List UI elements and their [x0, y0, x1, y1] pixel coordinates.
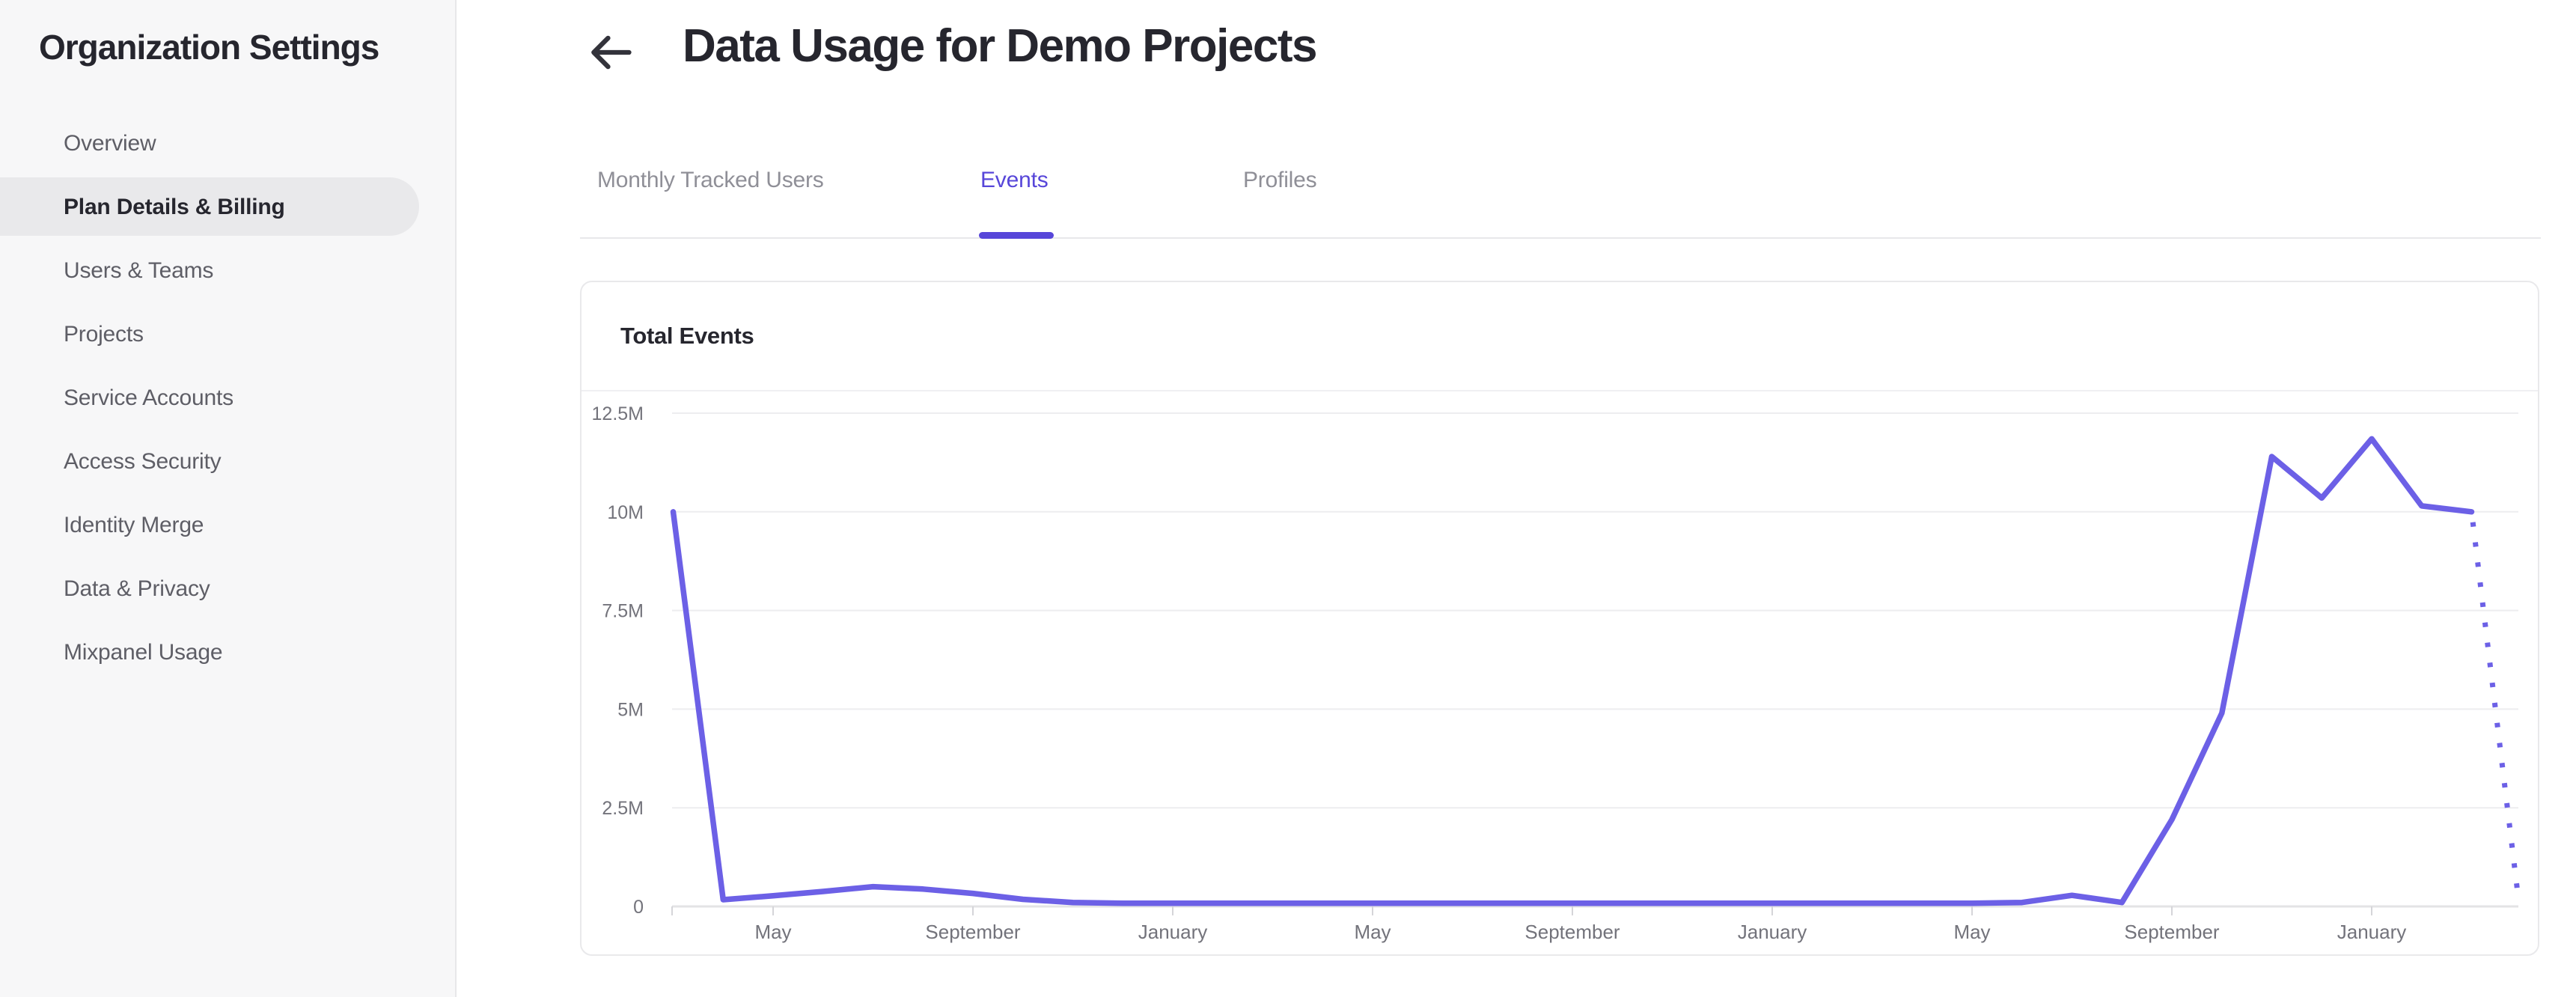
- active-tab-indicator: [979, 232, 1054, 239]
- sidebar-item-label: Identity Merge: [64, 512, 204, 537]
- tab-profiles[interactable]: Profiles: [1243, 168, 1317, 192]
- x-axis-label: September: [2124, 921, 2220, 943]
- x-axis-label: May: [754, 921, 791, 943]
- tab-monthly-tracked-users[interactable]: Monthly Tracked Users: [597, 168, 824, 192]
- y-axis-label: 2.5M: [602, 798, 644, 819]
- sidebar-item-label: Mixpanel Usage: [64, 639, 223, 665]
- arrow-left-icon: [587, 31, 633, 76]
- sidebar-item-projects[interactable]: Projects: [0, 302, 457, 366]
- chart-area: 0 2.5M 5M 7.5M 10M 12.5M May September January Ma…: [582, 391, 2538, 954]
- sidebar-title: Organization Settings: [39, 28, 379, 67]
- sidebar-item-users-and-teams[interactable]: Users & Teams: [0, 239, 457, 302]
- active-item-pill: [0, 177, 419, 236]
- total-events-card: Total Events 0 2.5M 5M 7.5M 10M 12.5M May Septe…: [580, 281, 2539, 956]
- y-axis-label: 12.5M: [592, 403, 644, 424]
- sidebar-item-label: Overview: [64, 130, 156, 156]
- sidebar-item-label: Projects: [64, 321, 144, 347]
- y-axis-label: 0: [633, 897, 644, 918]
- tabs-divider: [580, 237, 2541, 239]
- sidebar-nav: Overview Plan Details & Billing Users & Te…: [0, 112, 457, 684]
- tab-events[interactable]: Events: [980, 168, 1049, 192]
- sidebar-item-mixpanel-usage[interactable]: Mixpanel Usage: [0, 621, 457, 684]
- sidebar-item-label: Service Accounts: [64, 385, 234, 410]
- page-title: Data Usage for Demo Projects: [683, 20, 1317, 72]
- x-axis-label: January: [1738, 921, 1807, 943]
- x-axis-label: September: [1524, 921, 1620, 943]
- sidebar-item-service-accounts[interactable]: Service Accounts: [0, 366, 457, 430]
- events-line: [670, 436, 2475, 906]
- back-button[interactable]: [582, 25, 638, 81]
- sidebar-item-identity-merge[interactable]: Identity Merge: [0, 493, 457, 557]
- sidebar-item-data-and-privacy[interactable]: Data & Privacy: [0, 557, 457, 621]
- x-axis-label: May: [1354, 921, 1391, 943]
- sidebar-item-label: Data & Privacy: [64, 576, 210, 601]
- sidebar: Organization Settings Overview Plan Detai…: [0, 0, 457, 997]
- x-axis-label: May: [1953, 921, 1990, 943]
- y-axis-label: 7.5M: [602, 601, 644, 622]
- x-axis-label: January: [1138, 921, 1208, 943]
- sidebar-item-plan-details-and-billing[interactable]: Plan Details & Billing: [0, 175, 457, 239]
- y-axis-label: 5M: [617, 699, 644, 720]
- sidebar-item-label: Access Security: [64, 448, 222, 474]
- sidebar-item-access-security[interactable]: Access Security: [0, 430, 457, 493]
- card-header: Total Events: [582, 282, 2538, 391]
- events-line-projected: [2469, 511, 2521, 899]
- y-axis-label: 10M: [607, 502, 644, 523]
- card-title: Total Events: [620, 323, 754, 349]
- x-axis-label: September: [925, 921, 1021, 943]
- total-events-chart: 0 2.5M 5M 7.5M 10M 12.5M May September January Ma…: [592, 403, 2521, 943]
- x-axis-label: January: [2337, 921, 2407, 943]
- sidebar-item-label: Users & Teams: [64, 257, 214, 283]
- sidebar-item-overview[interactable]: Overview: [0, 112, 457, 175]
- sidebar-item-label: Plan Details & Billing: [64, 194, 285, 219]
